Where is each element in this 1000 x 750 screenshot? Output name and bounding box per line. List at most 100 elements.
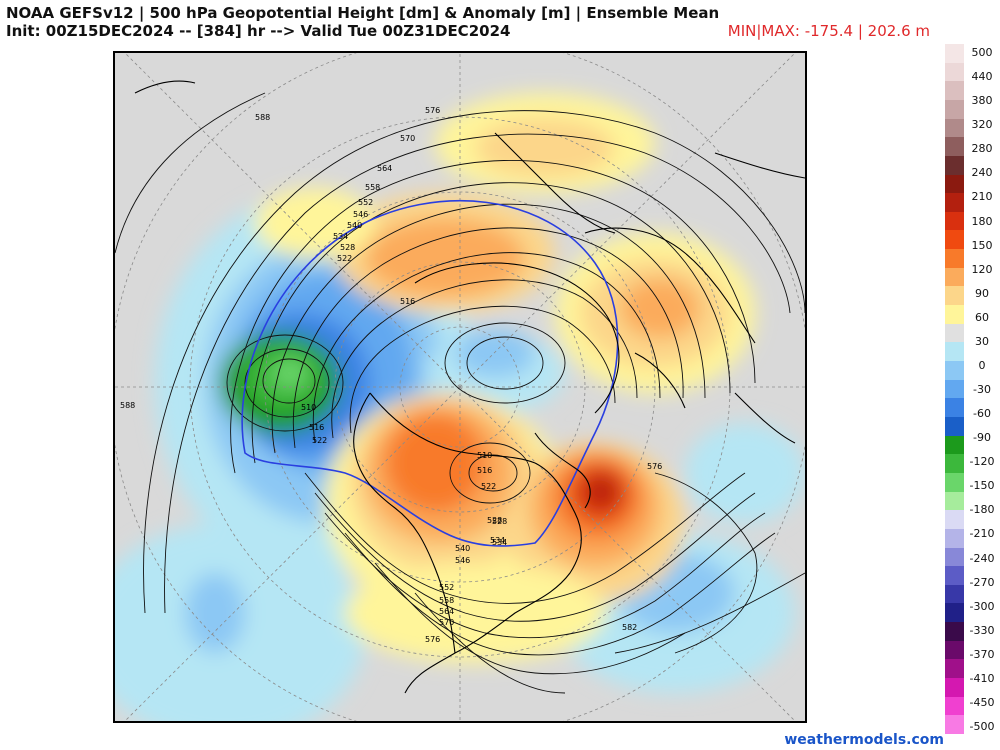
colorbar-swatch — [945, 286, 964, 306]
colorbar-swatch — [945, 267, 964, 287]
colorbar-swatch — [945, 137, 964, 157]
colorbar-label: 210 — [971, 190, 993, 204]
contour-label: 540 — [347, 221, 362, 230]
colorbar-swatch — [945, 62, 964, 82]
contour-labels: 588 576 570 564 558 552 546 540 534 528 … — [120, 106, 662, 644]
colorbar-swatch — [945, 696, 964, 716]
contour-label: 570 — [400, 134, 415, 143]
contour-label: 576 — [647, 462, 662, 471]
colorbar-swatch — [945, 678, 964, 698]
colorbar-swatch — [945, 99, 964, 120]
contour-label: 522 — [337, 254, 352, 263]
colorbar-label: -330 — [969, 623, 995, 637]
contour-label: 570 — [439, 618, 454, 627]
colorbar-label: 320 — [971, 118, 993, 132]
contour-label: 510 — [301, 403, 316, 412]
contour-label: 534 — [492, 538, 507, 547]
colorbar-swatch — [945, 566, 964, 586]
colorbar-swatch — [945, 323, 964, 343]
colorbar-label: -240 — [969, 551, 995, 565]
colorbar-label: -60 — [973, 407, 991, 421]
colorbar-swatch — [945, 230, 964, 250]
colorbar-label: 150 — [971, 238, 993, 252]
colorbar-label: -90 — [973, 431, 991, 445]
colorbar-label: 90 — [975, 286, 989, 300]
colorbar-swatch — [945, 584, 964, 604]
colorbar-swatch — [945, 622, 964, 642]
colorbar-label: -370 — [969, 647, 995, 661]
colorbar-swatch — [945, 398, 964, 418]
contour-label: 534 — [490, 536, 505, 545]
colorbar-swatch — [945, 379, 964, 399]
colorbar-swatch — [945, 342, 964, 362]
colorbar-label: 60 — [975, 310, 989, 324]
contour-label: 528 — [340, 243, 355, 252]
min-max-readout: MIN|MAX: -175.4 | 202.6 m — [727, 22, 930, 40]
colorbar-label: -270 — [969, 575, 995, 589]
contour-label: 588 — [255, 113, 270, 122]
title-line-1: NOAA GEFSv12 | 500 hPa Geopotential Heig… — [6, 4, 720, 22]
coastlines — [134, 80, 805, 694]
contour-label: 558 — [365, 183, 380, 192]
colorbar-label: 380 — [971, 94, 993, 108]
contour-label: 546 — [455, 556, 470, 565]
map-svg: 588 576 570 564 558 552 546 540 534 528 … — [115, 53, 805, 721]
colorbar-label: 240 — [971, 166, 993, 180]
colorbar-label: -210 — [969, 527, 995, 541]
colorbar-swatch — [945, 211, 964, 231]
contour-label: 552 — [358, 198, 373, 207]
colorbar-swatch — [945, 491, 964, 511]
colorbar-label: -150 — [969, 479, 995, 493]
colorbar-swatch — [945, 510, 964, 530]
colorbar-label: -450 — [969, 695, 995, 709]
colorbar-swatch — [945, 547, 964, 567]
colorbar-label: 440 — [971, 70, 993, 84]
map-panel: 588 576 570 564 558 552 546 540 534 528 … — [113, 51, 807, 723]
colorbar-label: 180 — [971, 214, 993, 228]
colorbar-swatch — [945, 361, 964, 381]
contour-label: 528 — [487, 516, 502, 525]
contour-label: 522 — [481, 482, 496, 491]
colorbar-label: 120 — [971, 262, 993, 276]
contour-label: 564 — [439, 607, 454, 616]
colorbar-swatch — [945, 416, 964, 437]
colorbar-label: 0 — [978, 358, 986, 372]
colorbar-swatch — [945, 640, 964, 660]
colorbar-swatch — [945, 81, 964, 101]
colorbar-swatch — [945, 435, 964, 455]
colorbar-swatch — [945, 659, 964, 679]
contour-label: 534 — [333, 232, 348, 241]
colorbar-label: 500 — [971, 46, 993, 59]
colorbar-swatch — [945, 44, 964, 64]
colorbar-swatch — [945, 193, 964, 213]
colorbar-swatch — [945, 249, 964, 269]
colorbar-label: -180 — [969, 503, 995, 517]
contour-label: 540 — [455, 544, 470, 553]
colorbar-swatch — [945, 174, 964, 194]
contour-label: 528 — [492, 517, 507, 526]
colorbar-swatch — [945, 603, 964, 623]
title-line-2: Init: 00Z15DEC2024 -- [384] hr --> Valid… — [6, 22, 511, 40]
colorbar-swatch — [945, 528, 964, 548]
reference-contour — [241, 199, 619, 547]
colorbar-label: -300 — [969, 599, 995, 613]
contour-label: 516 — [477, 466, 492, 475]
contour-label: 558 — [439, 596, 454, 605]
colorbar-label: 280 — [971, 142, 993, 156]
credit-text: weathermodels.com — [784, 732, 944, 748]
contour-label: 510 — [477, 451, 492, 460]
contour-label: 582 — [622, 623, 637, 632]
contour-label: 516 — [309, 423, 324, 432]
colorbar-label: -410 — [969, 671, 995, 685]
colorbar-swatch — [945, 715, 964, 735]
contour-label: 576 — [425, 635, 440, 644]
height-contours — [115, 92, 805, 694]
anomaly-fields — [115, 93, 805, 721]
colorbar-label: -500 — [969, 720, 995, 733]
colorbar-label: -30 — [973, 383, 991, 396]
contour-label: 546 — [353, 210, 368, 219]
contour-label: 552 — [439, 583, 454, 592]
colorbar-swatch — [945, 155, 964, 176]
colorbar-label: -120 — [969, 455, 995, 469]
colorbar-swatch — [945, 118, 964, 138]
